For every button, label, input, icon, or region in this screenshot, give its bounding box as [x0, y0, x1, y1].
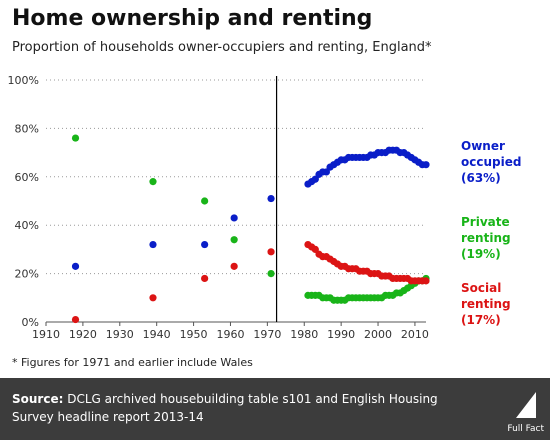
x-tick-label: 2000 — [364, 328, 392, 341]
series-label: Social — [461, 281, 501, 295]
y-tick-label: 100% — [8, 74, 39, 87]
data-point-series-0 — [422, 161, 430, 169]
series-label: (19%) — [461, 247, 501, 261]
x-tick-label: 1990 — [327, 328, 355, 341]
series-label: occupied — [461, 155, 521, 169]
data-point-series-2 — [149, 294, 157, 302]
data-point-series-2 — [267, 248, 275, 256]
data-point-series-1 — [201, 197, 209, 205]
data-point-series-0 — [201, 240, 209, 249]
chart-plot: 0% 20% 40% 60% 80% 100% 1910 1920 1930 1940 1950 19… — [8, 74, 522, 341]
source-note: Source: DCLG archived housebuilding tabl… — [12, 390, 482, 426]
x-tick-label: 1940 — [143, 328, 171, 341]
series-label: renting — [461, 297, 511, 311]
series-label: renting — [461, 231, 511, 245]
chart-title: Home ownership and renting — [12, 6, 373, 31]
y-tick-label: 40% — [15, 219, 39, 232]
data-point-series-0 — [230, 214, 238, 222]
data-point-series-2 — [230, 262, 238, 270]
data-point-series-0 — [149, 240, 157, 249]
data-point-series-2 — [71, 315, 80, 324]
data-point-series-1 — [230, 236, 238, 244]
data-point-series-1 — [149, 178, 157, 186]
series-label: Owner — [461, 139, 505, 153]
data-point-series-0 — [71, 262, 80, 270]
x-tick-label: 1950 — [180, 328, 208, 341]
x-tick-label: 1920 — [69, 328, 97, 341]
data-point-series-2 — [201, 274, 209, 283]
y-tick-label: 0% — [22, 316, 39, 329]
x-tick-label: 1930 — [106, 328, 134, 341]
data-point-series-1 — [71, 134, 80, 142]
series-label: (17%) — [461, 313, 501, 327]
data-point-series-1 — [267, 270, 275, 278]
footer-bar: Source: DCLG archived housebuilding tabl… — [0, 378, 550, 440]
y-tick-label: 20% — [15, 268, 39, 281]
source-text: DCLG archived housebuilding table s101 a… — [12, 392, 438, 424]
x-tick-label: 1970 — [253, 328, 281, 341]
y-tick-label: 80% — [15, 122, 39, 135]
full-fact-logo-icon — [516, 392, 536, 418]
logo-text: Full Fact — [507, 424, 544, 434]
x-tick-label: 1980 — [290, 328, 318, 341]
data-point-series-2 — [422, 277, 430, 285]
series-label: (63%) — [461, 171, 501, 185]
chart-subtitle: Proportion of households owner-occupiers… — [12, 40, 432, 55]
source-label: Source: — [12, 392, 64, 406]
x-tick-label: 1910 — [32, 328, 60, 341]
y-tick-label: 60% — [15, 171, 39, 184]
x-tick-label: 2010 — [401, 328, 429, 341]
x-tick-label: 1960 — [216, 328, 244, 341]
data-point-series-0 — [267, 194, 275, 203]
series-label: Private — [461, 215, 510, 229]
footnote: * Figures for 1971 and earlier include W… — [12, 356, 253, 369]
